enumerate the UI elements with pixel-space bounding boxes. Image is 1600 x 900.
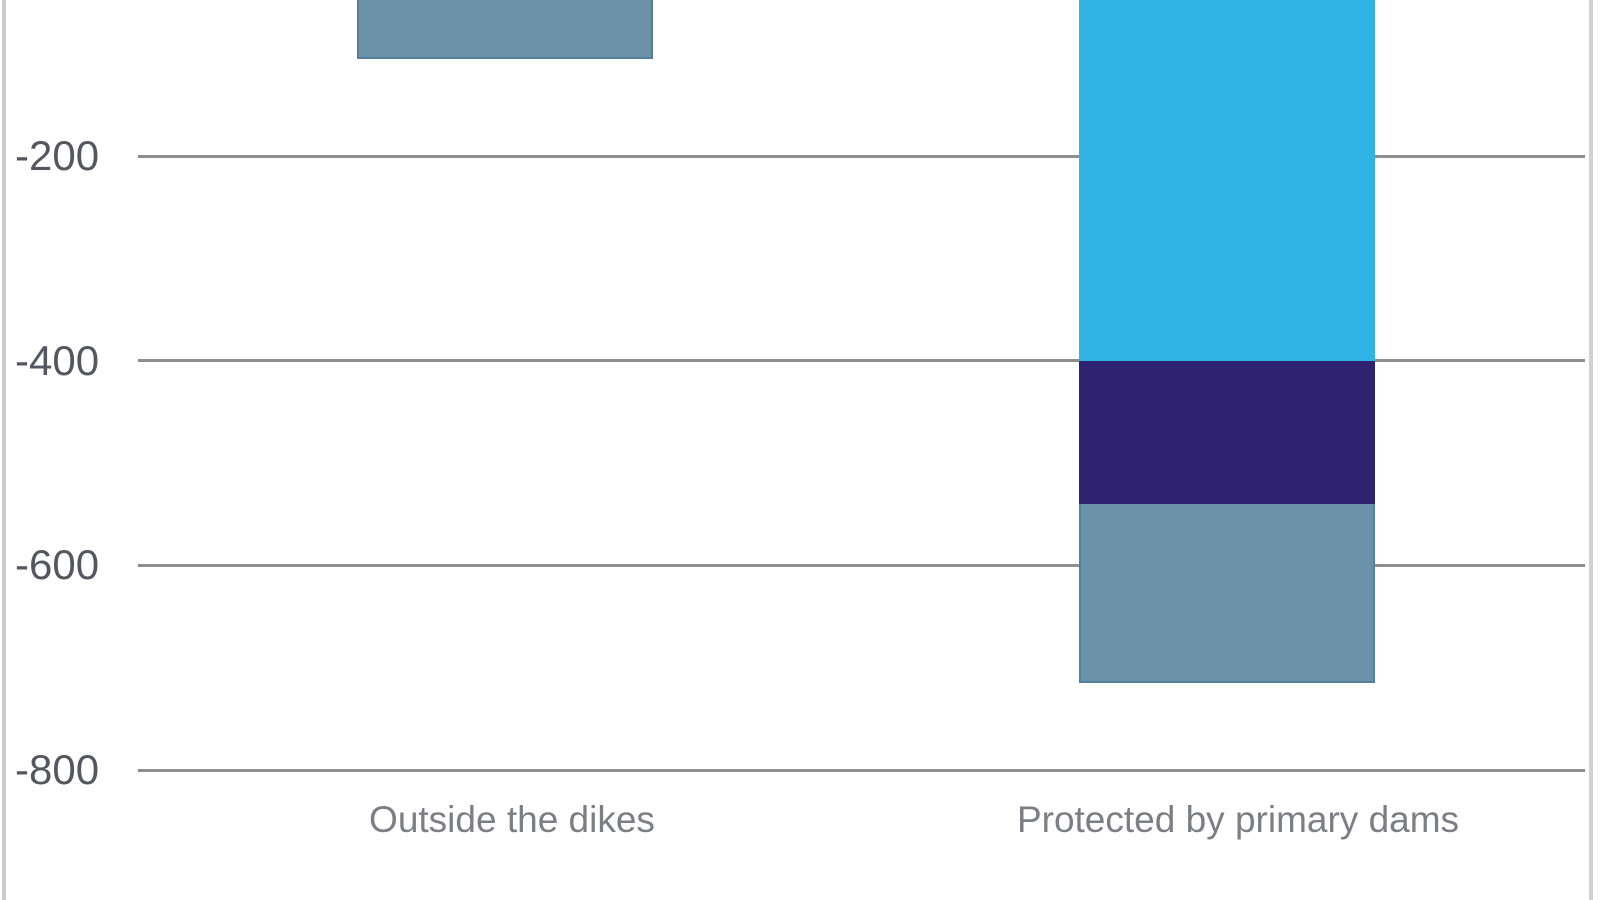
bar-segment-slate-blue — [1079, 503, 1375, 684]
page-left-border — [2, 0, 6, 900]
y-tick-label: -600 — [15, 541, 100, 589]
y-tick-label: -400 — [15, 336, 100, 384]
y-tick-label: -800 — [15, 746, 100, 794]
category-label: Outside the dikes — [369, 799, 655, 840]
gridline--200 — [138, 154, 1585, 158]
y-tick-label: -200 — [15, 132, 100, 179]
bar-segment-slate-blue — [357, 0, 653, 59]
gridline--400 — [138, 359, 1585, 363]
category-label: Protected by primary dams — [1016, 799, 1460, 840]
gridline--600 — [138, 563, 1585, 567]
bar-segment-dark-navy — [1079, 360, 1375, 504]
page-right-border — [1589, 0, 1593, 900]
bar-segment-light-blue — [1079, 0, 1375, 361]
gridline--800 — [138, 768, 1585, 772]
